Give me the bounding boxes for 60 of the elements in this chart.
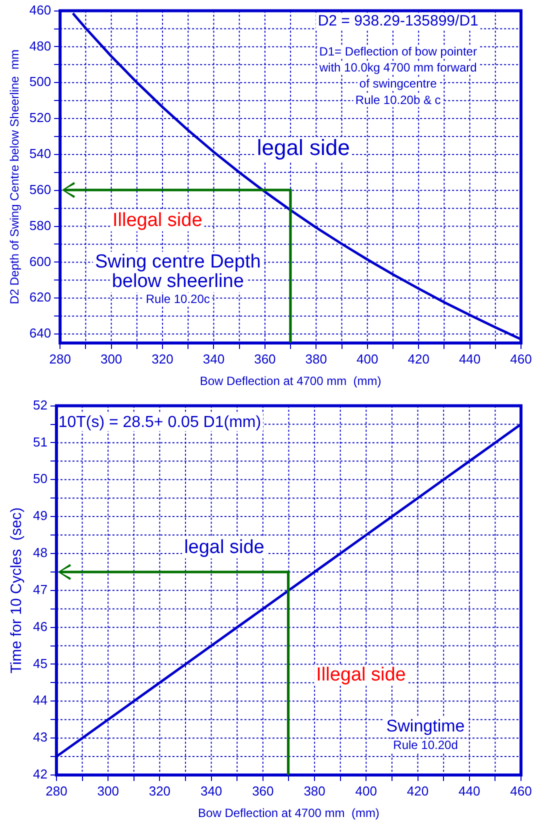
x-tick-label: 420	[406, 783, 429, 798]
x-tick-label: 360	[252, 783, 274, 798]
annotation: Rule 10.20c	[146, 292, 210, 306]
y-tick-label: 500	[29, 74, 52, 90]
x-tick-label: 400	[355, 783, 378, 798]
x-tick-label: 440	[458, 351, 481, 366]
y-tick-label: 50	[32, 471, 48, 486]
annotation: Illegal side	[112, 210, 202, 232]
y-tick-label: 640	[29, 326, 52, 341]
x-tick-label: 320	[152, 351, 174, 366]
x-tick-label: 280	[49, 351, 71, 366]
annotation: Rule 10.20d	[393, 738, 458, 752]
x-tick-label: 380	[305, 351, 328, 366]
y-tick-label: 48	[32, 545, 48, 560]
y-tick-label: 620	[29, 290, 52, 305]
annotation: 10T(s) = 28.5+ 0.05 D1(mm)	[58, 414, 262, 431]
x-tick-label: 280	[46, 783, 68, 798]
y-tick-label: 43	[32, 730, 48, 745]
x-axis-title: Bow Deflection at 4700 mm (mm)	[198, 806, 380, 820]
y-tick-label: 460	[29, 2, 52, 18]
annotation: below sheerline	[112, 271, 244, 292]
y-tick-label: 580	[29, 218, 52, 233]
y-tick-label: 51	[32, 434, 48, 450]
y-tick-label: 480	[29, 38, 52, 54]
annotation: Swingtime	[386, 716, 465, 736]
annotation: legal side	[184, 537, 264, 558]
x-tick-label: 340	[200, 783, 222, 798]
y-tick-label: 42	[32, 766, 48, 782]
y-tick-label: 540	[29, 146, 52, 162]
x-tick-label: 340	[202, 351, 225, 366]
x-tick-label: 300	[100, 351, 122, 366]
y-axis-title: Time for 10 Cycles (sec)	[8, 507, 26, 674]
y-tick-label: 49	[32, 508, 48, 524]
y-tick-label: 45	[32, 656, 48, 671]
annotation: D2 = 938.29-135899/D1	[318, 12, 478, 30]
x-tick-label: 320	[148, 783, 171, 798]
y-tick-label: 44	[32, 692, 48, 708]
annotation: of swingcentre	[359, 76, 438, 91]
y-tick-label: 560	[29, 182, 52, 197]
y-tick-label: 47	[32, 582, 48, 597]
annotation: Rule 10.20b & c	[355, 92, 441, 107]
annotation: Illegal side	[316, 664, 406, 686]
x-tick-label: 380	[304, 783, 326, 798]
annotation: D1= Deflection of bow pointer	[319, 44, 477, 58]
x-tick-label: 420	[408, 351, 430, 366]
x-tick-label: 460	[510, 783, 532, 798]
annotation: Swing centre Depth	[94, 251, 261, 272]
annotation: with 10.0kg 4700 mm forward	[318, 60, 477, 75]
y-axis-title: D2 Depth of Swing Centre below Sheerline mm	[8, 50, 22, 304]
x-tick-label: 360	[254, 351, 276, 366]
annotation: legal side	[256, 135, 350, 160]
y-tick-label: 520	[29, 110, 52, 126]
x-axis-title: Bow Deflection at 4700 mm (mm)	[200, 374, 382, 388]
x-tick-label: 400	[356, 351, 378, 366]
x-tick-label: 460	[510, 351, 532, 366]
x-tick-label: 300	[97, 783, 119, 798]
y-tick-label: 46	[32, 618, 48, 634]
y-tick-label: 600	[29, 254, 52, 269]
y-tick-label: 52	[32, 397, 48, 412]
x-tick-label: 440	[458, 783, 480, 798]
